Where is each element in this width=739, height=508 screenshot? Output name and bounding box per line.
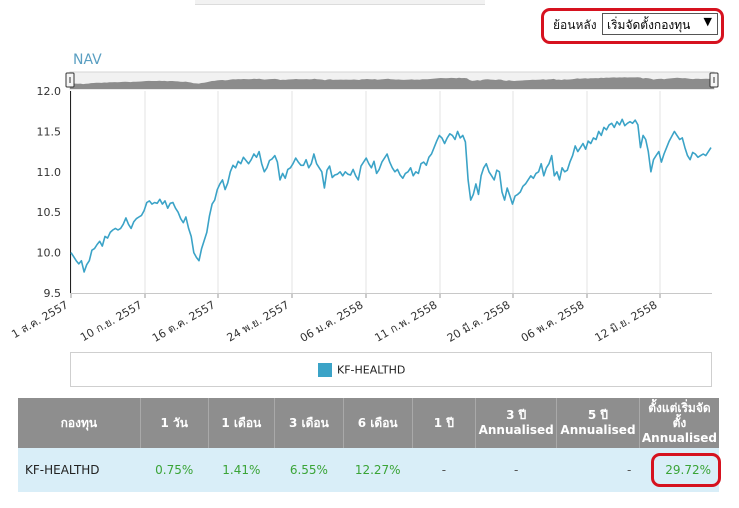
x-tick-label: 06 พ.ค. 2558 <box>519 298 587 345</box>
x-tick-label: 1 ส.ค. 2557 <box>9 298 70 341</box>
col-1y: 1 ปี <box>412 398 477 448</box>
cell-3y: - <box>475 448 557 492</box>
range-select-value: เริ่มจัดตั้งกองทุน <box>607 18 691 32</box>
col-1d: 1 วัน <box>140 398 209 448</box>
col-since-sub1: ตั้ง <box>672 415 687 430</box>
range-label: ย้อนหลัง <box>553 18 597 32</box>
performance-table: กองทุน 1 วัน 1 เดือน 3 เดือน 6 เดือน 1 ป… <box>18 398 719 492</box>
legend-frame <box>70 352 712 387</box>
cell-fund: KF-HEALTHD <box>18 448 141 492</box>
col-5y: 5 ปี Annualised <box>556 398 640 448</box>
x-tick-label: 24 พ.ย. 2557 <box>225 298 292 344</box>
nav-chart: NAV 12.011.511.010.510.09.5 1 ส.ค. 2557 1… <box>9 52 719 345</box>
cell-1d: 0.75% <box>140 448 209 492</box>
top-tab-strip <box>195 0 485 5</box>
x-tick-label: 12 มิ.ย. 2558 <box>593 298 660 344</box>
navigator-bar[interactable] <box>65 71 719 90</box>
chart-title: NAV <box>73 52 102 68</box>
x-tick-label: 11 ก.พ. 2558 <box>372 298 439 344</box>
col-3m: 3 เดือน <box>274 398 344 448</box>
navigator-area <box>70 77 714 89</box>
x-tick-label: 06 ม.ค. 2558 <box>298 298 366 345</box>
legend-swatch <box>318 363 332 377</box>
col-3y-sub: Annualised <box>478 423 554 437</box>
cell-6m: 12.27% <box>343 448 413 492</box>
y-axis-ticks: 12.0 11.5 11.0 10.5 10.0 9.5 <box>37 85 62 300</box>
col-5y-label: 5 ปี <box>587 408 609 422</box>
y-tick-label: 11.0 <box>37 166 62 179</box>
y-tick-label: 10.5 <box>37 206 62 219</box>
x-axis-ticks: 1 ส.ค. 2557 10 ก.ย. 2557 16 ต.ค. 2557 24 พ.… <box>9 293 661 345</box>
since-inception-highlight-frame <box>651 453 721 487</box>
col-1m: 1 เดือน <box>208 398 275 448</box>
col-since: ตั้งแต่เริ่มจัด ตั้ง Annualised <box>639 398 719 448</box>
y-tick-label: 10.0 <box>37 247 62 260</box>
x-tick-label: 10 ก.ย. 2557 <box>78 298 144 344</box>
col-since-sub2: Annualised <box>641 430 717 445</box>
chart-grid <box>70 91 661 293</box>
cell-1m: 1.41% <box>208 448 275 492</box>
x-tick-label: 16 ต.ค. 2557 <box>150 298 218 345</box>
range-highlight-frame <box>541 8 724 44</box>
series-line-kf-healthd <box>70 118 712 273</box>
legend-label: KF-HEALTHD <box>337 363 406 377</box>
dropdown-arrow-icon: ▼ <box>703 15 712 28</box>
y-tick-label: 12.0 <box>37 85 62 98</box>
col-fund: กองทุน <box>18 398 141 448</box>
table-row: KF-HEALTHD 0.75% 1.41% 6.55% 12.27% - - … <box>18 448 719 492</box>
col-6m: 6 เดือน <box>343 398 413 448</box>
col-5y-sub: Annualised <box>560 423 636 437</box>
col-since-label: ตั้งแต่เริ่มจัด <box>648 400 711 415</box>
cell-5y: - <box>556 448 640 492</box>
y-tick-label: 9.5 <box>44 287 62 300</box>
cell-1y: - <box>412 448 476 492</box>
col-3y-label: 3 ปี <box>506 408 527 422</box>
cell-3m: 6.55% <box>274 448 344 492</box>
y-tick-label: 11.5 <box>37 125 62 138</box>
table-header-row: กองทุน 1 วัน 1 เดือน 3 เดือน 6 เดือน 1 ป… <box>18 398 719 448</box>
x-tick-label: 20 มี.ค. 2558 <box>445 298 513 345</box>
legend-item-kf-healthd[interactable]: KF-HEALTHD <box>318 363 405 377</box>
col-3y: 3 ปี Annualised <box>475 398 558 448</box>
range-select[interactable]: เริ่มจัดตั้งกองทุน ▼ <box>602 13 718 35</box>
